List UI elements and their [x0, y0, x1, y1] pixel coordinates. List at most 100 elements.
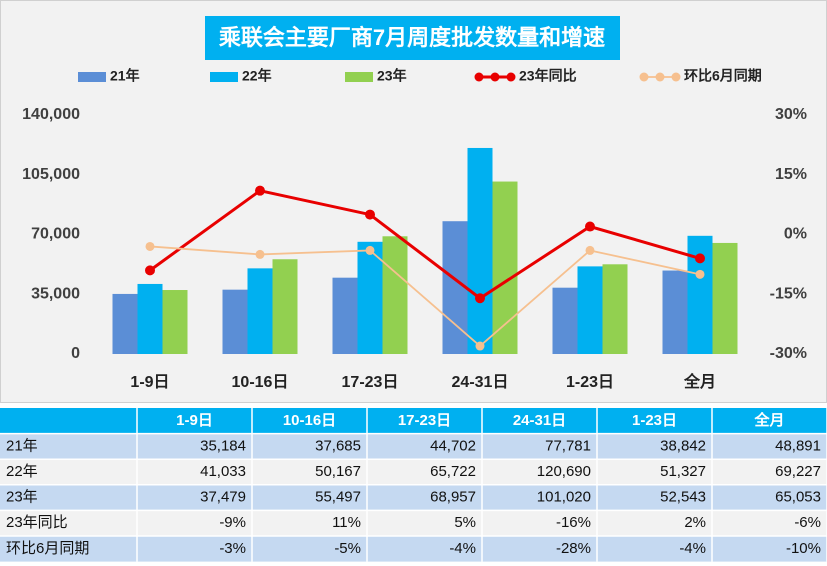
table-row-bg — [0, 433, 827, 460]
x-tick-label: 17-23日 — [342, 373, 399, 391]
table-row-bg — [0, 510, 827, 536]
legend-label: 23年 — [377, 68, 407, 84]
table-cell: 68,957 — [430, 489, 476, 506]
table-cell: -10% — [786, 540, 821, 557]
x-tick-label: 全月 — [683, 372, 716, 391]
line-marker — [365, 209, 375, 220]
table-row-label: 23年同比 — [6, 514, 68, 531]
bar — [247, 268, 273, 354]
bar — [662, 270, 688, 354]
bar — [492, 181, 518, 354]
y-tick-label: 105,000 — [22, 166, 80, 183]
bar — [712, 242, 738, 354]
chart-title: 乘联会主要厂商7月周度批发数量和增速 — [218, 25, 605, 50]
legend-label: 23年同比 — [519, 68, 577, 84]
line — [149, 245, 701, 348]
legend-label: 22年 — [242, 68, 272, 84]
table-cell: 101,020 — [537, 489, 591, 506]
bar — [222, 289, 248, 354]
legend-marker — [655, 72, 665, 82]
table-cell: 120,690 — [537, 463, 591, 480]
table-header: 1-23日 — [632, 412, 677, 429]
y-tick-label: 140,000 — [22, 106, 80, 123]
table-cell: -5% — [334, 540, 361, 557]
y2-tick-label: 15% — [775, 166, 807, 183]
x-tick-label: 24-31日 — [452, 373, 509, 391]
table-header: 17-23日 — [398, 412, 451, 429]
table-cell: -16% — [556, 514, 591, 531]
table-cell: 35,184 — [200, 437, 246, 454]
legend-marker — [474, 72, 484, 82]
table-cell: 65,053 — [775, 489, 821, 506]
line-marker — [585, 245, 595, 255]
table-cell: 44,702 — [430, 437, 476, 454]
legend-marker — [506, 72, 516, 82]
y2-tick-label: 30% — [775, 106, 807, 123]
line-marker — [145, 265, 155, 276]
table-cell: -3% — [219, 540, 246, 557]
line — [149, 189, 701, 301]
table-header: 全月 — [753, 411, 784, 429]
table-row-bg — [0, 536, 827, 562]
table-row-bg — [0, 484, 827, 511]
table-cell: 41,033 — [200, 463, 246, 480]
line-marker — [255, 249, 265, 259]
y2-tick-label: -15% — [770, 285, 807, 302]
line-marker — [365, 245, 375, 255]
bar — [112, 293, 138, 354]
table-cell: 65,722 — [430, 463, 476, 480]
table-row-label: 环比6月同期 — [6, 540, 89, 557]
legend-swatch — [345, 72, 373, 82]
legend-swatch — [78, 72, 106, 82]
legend-label: 环比6月同期 — [684, 68, 762, 84]
table-cell: 2% — [684, 514, 706, 531]
table-cell: 38,842 — [660, 437, 706, 454]
line-marker — [695, 253, 705, 264]
y-tick-label: 35,000 — [31, 285, 80, 302]
x-tick-label: 1-9日 — [130, 373, 169, 391]
table-cell: -28% — [556, 540, 591, 557]
bar — [272, 259, 298, 354]
bar — [162, 290, 188, 354]
x-tick-label: 1-23日 — [566, 373, 614, 391]
y-tick-label: 70,000 — [31, 226, 80, 243]
line-marker — [695, 269, 705, 279]
legend-marker — [639, 72, 649, 82]
table-cell: 48,891 — [775, 437, 821, 454]
table-cell: -4% — [449, 540, 476, 557]
table-cell: 11% — [332, 514, 361, 531]
y2-tick-label: -30% — [770, 345, 807, 362]
legend-marker — [490, 72, 500, 82]
bar — [602, 264, 628, 354]
table-cell: -9% — [219, 514, 246, 531]
table-cell: 52,543 — [660, 489, 706, 506]
table-cell: 69,227 — [775, 463, 821, 480]
table-cell: 55,497 — [315, 489, 361, 506]
table-cell: -4% — [679, 540, 706, 557]
table-header-bg — [0, 408, 827, 434]
line-marker — [475, 341, 485, 351]
bar — [467, 147, 493, 354]
table-cell: 37,685 — [315, 437, 361, 454]
legend-swatch — [210, 72, 238, 82]
table-row-label: 23年 — [6, 489, 38, 506]
bar — [357, 241, 383, 354]
line-marker — [475, 293, 485, 304]
table-cell: 51,327 — [660, 463, 706, 480]
table-row-label: 21年 — [6, 437, 38, 454]
bar — [552, 287, 578, 354]
table-row-label: 22年 — [6, 463, 38, 480]
legend-label: 21年 — [110, 68, 140, 84]
y2-tick-label: 0% — [784, 226, 807, 243]
table-row-bg — [0, 459, 827, 485]
bar — [577, 266, 603, 354]
bar — [382, 236, 408, 354]
table-cell: 77,781 — [545, 437, 591, 454]
table-header: 10-16日 — [283, 412, 336, 429]
table-cell: 5% — [454, 514, 476, 531]
line-marker — [585, 221, 595, 232]
table-cell: -6% — [794, 514, 821, 531]
table-header: 24-31日 — [513, 412, 566, 429]
line-marker — [145, 241, 155, 251]
